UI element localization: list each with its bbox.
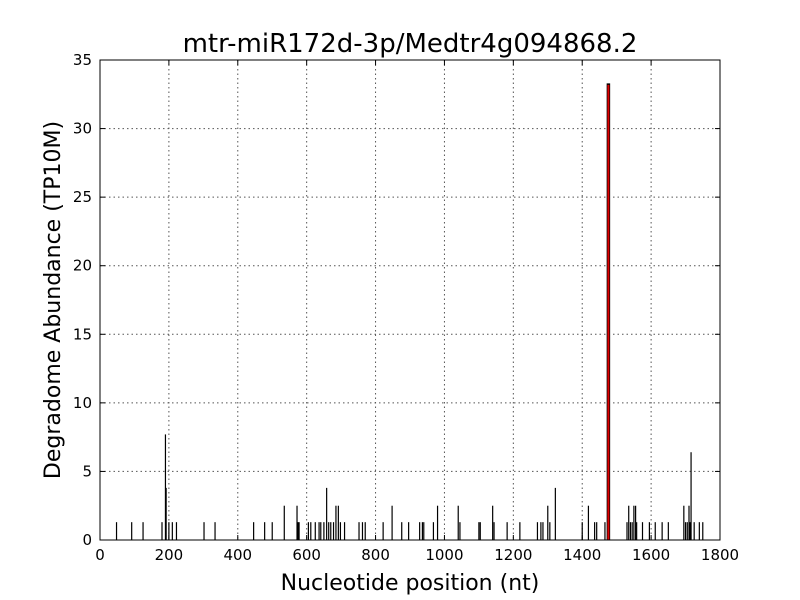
grid-lines [100, 60, 720, 540]
y-tick-label: 15 [73, 325, 92, 343]
y-axis-ticks: 0 5 10 15 20 25 30 35 [73, 51, 720, 549]
y-tick-label: 10 [73, 394, 92, 412]
y-axis-label: Degradome Abundance (TP10M) [41, 121, 66, 479]
bars [115, 83, 704, 540]
x-tick-label: 0 [95, 546, 105, 564]
x-tick-label: 600 [292, 546, 321, 564]
x-axis-ticks: 0 200 400 600 800 1000 1200 1400 1600 1800 [95, 60, 739, 564]
x-tick-label: 400 [223, 546, 252, 564]
y-tick-label: 30 [73, 120, 92, 138]
x-axis-label: Nucleotide position (nt) [281, 571, 540, 596]
x-tick-label: 1600 [632, 546, 670, 564]
y-tick-label: 35 [73, 51, 92, 69]
x-tick-label: 1200 [494, 546, 532, 564]
y-tick-label: 0 [82, 531, 92, 549]
x-tick-label: 1400 [563, 546, 601, 564]
plot-frame [99, 59, 721, 541]
x-tick-label: 200 [155, 546, 184, 564]
x-tick-label: 800 [361, 546, 390, 564]
y-tick-label: 20 [73, 257, 92, 275]
y-tick-label: 5 [82, 462, 92, 480]
y-tick-label: 25 [73, 188, 92, 206]
chart-title: mtr-miR172d-3p/Medtr4g094868.2 [183, 29, 638, 59]
x-tick-label: 1800 [701, 546, 739, 564]
x-tick-label: 1000 [425, 546, 463, 564]
